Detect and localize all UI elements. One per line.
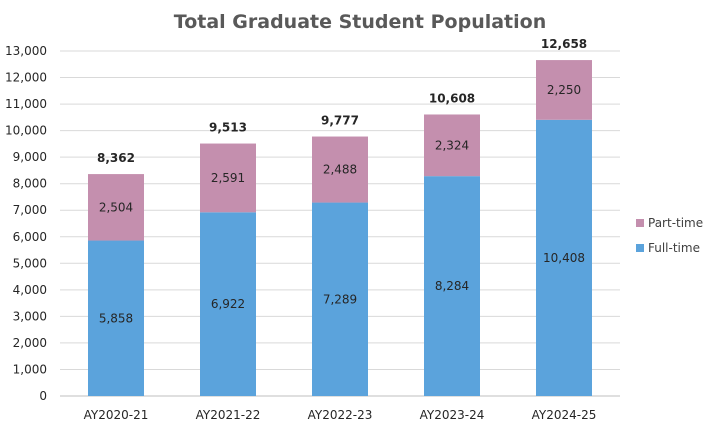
segment-value-label: 6,922 bbox=[211, 297, 245, 311]
y-tick-label: 0 bbox=[39, 389, 47, 403]
y-tick-label: 5,000 bbox=[13, 256, 47, 270]
segment-value-label: 10,408 bbox=[543, 251, 585, 265]
legend-label: Full-time bbox=[648, 241, 700, 255]
y-tick-label: 2,000 bbox=[13, 336, 47, 350]
segment-value-label: 2,488 bbox=[323, 163, 357, 177]
x-category-label: AY2023-24 bbox=[420, 408, 485, 422]
y-tick-label: 11,000 bbox=[5, 97, 47, 111]
legend-label: Part-time bbox=[648, 216, 703, 230]
y-tick-label: 6,000 bbox=[13, 230, 47, 244]
x-category-label: AY2024-25 bbox=[532, 408, 597, 422]
y-tick-label: 1,000 bbox=[13, 362, 47, 376]
segment-value-label: 2,250 bbox=[547, 83, 581, 97]
bar-segment-full-time bbox=[200, 212, 256, 396]
chart-title: Total Graduate Student Population bbox=[174, 11, 546, 33]
x-category-label: AY2022-23 bbox=[308, 408, 373, 422]
bar-segment-full-time bbox=[424, 176, 480, 396]
total-value-label: 9,513 bbox=[209, 121, 247, 135]
segment-value-label: 5,858 bbox=[99, 311, 133, 325]
data-labels: 5,858 2,504 8,362 6,922 2,591 9,513 7,289 2,488… bbox=[97, 37, 587, 325]
y-tick-label: 13,000 bbox=[5, 44, 47, 58]
bar-segment-part-time bbox=[424, 114, 480, 177]
y-tick-label: 9,000 bbox=[13, 150, 47, 164]
bar-segment-full-time bbox=[312, 202, 368, 396]
segment-value-label: 2,324 bbox=[435, 138, 469, 152]
bar-segment-part-time bbox=[88, 174, 144, 241]
y-tick-label: 4,000 bbox=[13, 283, 47, 297]
total-value-label: 8,362 bbox=[97, 151, 135, 165]
segment-value-label: 2,504 bbox=[99, 200, 133, 214]
x-axis-labels: AY2020-21 AY2021-22 AY2022-23 AY2023-24 AY20… bbox=[84, 408, 597, 422]
y-tick-label: 10,000 bbox=[5, 124, 47, 138]
segment-value-label: 2,591 bbox=[211, 171, 245, 185]
legend-swatch bbox=[636, 244, 644, 252]
legend-swatch bbox=[636, 219, 644, 227]
y-axis-ticks: 0 1,000 2,000 3,000 4,000 5,000 6,000 7,000 8,00… bbox=[5, 44, 47, 403]
bars bbox=[88, 60, 592, 396]
total-value-label: 12,658 bbox=[541, 37, 587, 51]
y-tick-label: 12,000 bbox=[5, 71, 47, 85]
x-category-label: AY2021-22 bbox=[196, 408, 261, 422]
y-tick-label: 8,000 bbox=[13, 177, 47, 191]
bar-segment-part-time bbox=[312, 136, 368, 203]
bar-segment-part-time bbox=[200, 143, 256, 213]
bar-segment-full-time bbox=[88, 240, 144, 396]
total-value-label: 10,608 bbox=[429, 91, 475, 105]
x-category-label: AY2020-21 bbox=[84, 408, 149, 422]
y-tick-label: 3,000 bbox=[13, 309, 47, 323]
y-tick-label: 7,000 bbox=[13, 203, 47, 217]
bar-segment-full-time bbox=[536, 119, 592, 396]
legend: Part-time Full-time bbox=[636, 216, 703, 255]
segment-value-label: 7,289 bbox=[323, 292, 357, 306]
total-value-label: 9,777 bbox=[321, 114, 359, 128]
bar-segment-part-time bbox=[536, 60, 592, 120]
segment-value-label: 8,284 bbox=[435, 279, 469, 293]
